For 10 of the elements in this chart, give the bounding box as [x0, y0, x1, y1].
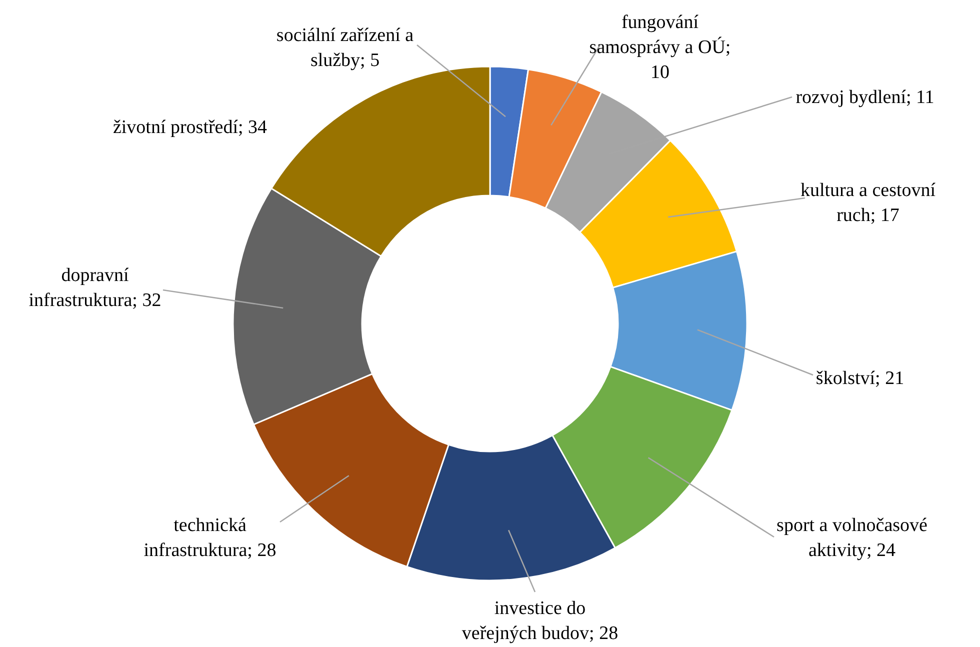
slice-label: rozvoj bydlení; 11 [796, 87, 934, 108]
slice-label: sociální zařízení a služby; 5 [276, 25, 414, 71]
slice-label: kultura a cestovní ruch; 17 [800, 180, 936, 226]
slice-label: investice do veřejných budov; 28 [462, 598, 618, 644]
slice-label: sport a volnočasové aktivity; 24 [776, 515, 928, 561]
slice-label: životní prostředí; 34 [112, 117, 268, 138]
slice-label: dopravní infrastruktura; 32 [28, 265, 162, 311]
slice-label: fungování samosprávy a OÚ; 10 [589, 12, 731, 83]
slice-label: technická infrastruktura; 28 [144, 515, 276, 561]
slice-label: školství; 21 [816, 368, 904, 389]
